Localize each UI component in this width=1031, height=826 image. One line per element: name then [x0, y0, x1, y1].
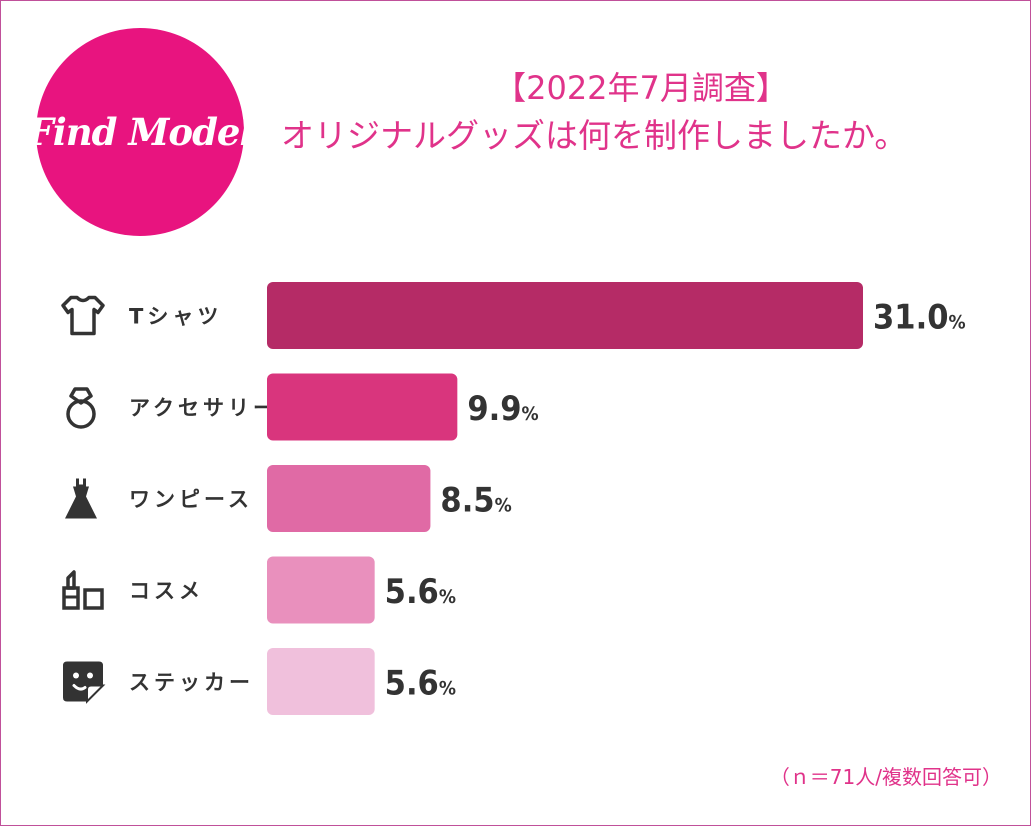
bar-row: アクセサリー 9.9%	[66, 373, 539, 441]
sticker-smile	[72, 684, 87, 691]
value-label: 5.6%	[385, 664, 456, 704]
bar-row: コスメ 5.6%	[62, 556, 456, 624]
ring-gem	[69, 387, 93, 405]
ring-icon	[66, 387, 96, 429]
sticker-eye-right	[87, 672, 93, 679]
value-label: 5.6%	[385, 572, 456, 612]
bar-row: Tシャツ 31.0%	[61, 282, 966, 349]
sticker-peel	[86, 684, 106, 704]
category-label: コスメ	[129, 579, 204, 603]
category-label: アクセサリー	[129, 396, 278, 420]
sticker-eye-left	[73, 672, 79, 679]
compact-case	[83, 588, 104, 610]
logo-text: Find Model	[27, 110, 253, 154]
sticker-icon	[63, 661, 106, 704]
bar-row: ステッカー 5.6%	[63, 648, 456, 715]
bar	[267, 556, 375, 624]
dress-shape	[65, 478, 97, 519]
bar	[267, 648, 375, 715]
value-label: 8.5%	[440, 481, 511, 521]
bar	[267, 282, 863, 349]
value-label: 31.0%	[873, 298, 966, 338]
sticker-body	[63, 661, 103, 702]
category-label: Tシャツ	[129, 305, 222, 329]
survey-date-title: 【2022年7月調査】	[494, 69, 788, 107]
t-shirt-shape	[61, 295, 105, 336]
find-model-logo: Find Model	[27, 28, 254, 236]
sample-size-note: （ｎ＝71人/複数回答可）	[769, 765, 1002, 789]
ring-band	[66, 399, 96, 429]
lipstick-top	[66, 570, 76, 590]
survey-question-title: オリジナルグッズは何を制作しましたか。	[281, 116, 908, 155]
bar-row: ワンピース 8.5%	[65, 465, 512, 532]
bar	[267, 373, 458, 441]
category-label: ステッカー	[129, 671, 254, 695]
cosmetics-icon	[62, 570, 104, 610]
category-label: ワンピース	[129, 488, 253, 512]
dress-icon	[65, 478, 97, 519]
t-shirt-icon	[61, 295, 105, 336]
bar	[267, 465, 431, 532]
value-label: 9.9%	[467, 389, 538, 429]
